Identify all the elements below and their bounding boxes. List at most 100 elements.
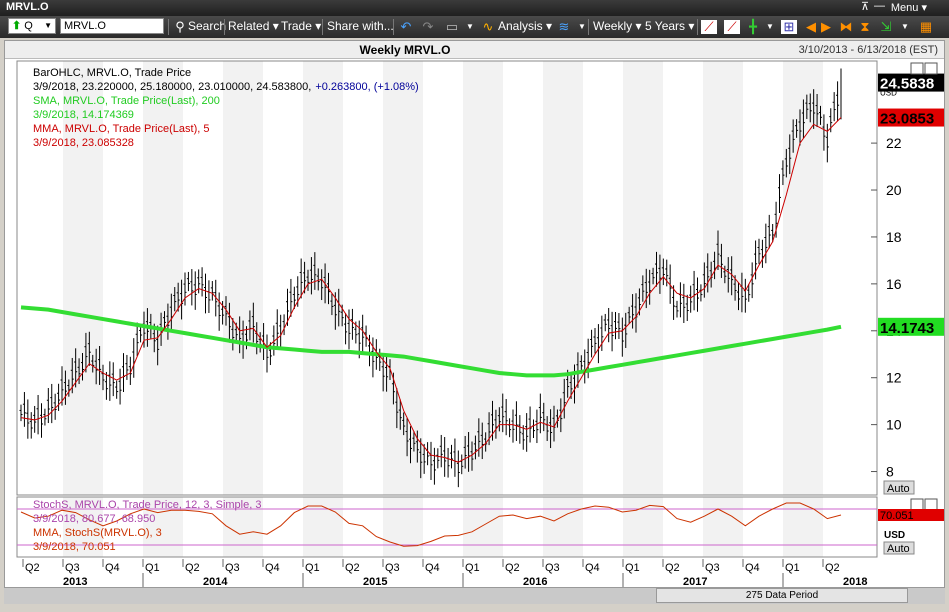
quarter-shade (223, 497, 263, 557)
stoch-mma-name: MMA, StochS(MRVL.O), 3 (33, 527, 162, 539)
mma-line (20, 117, 842, 463)
scroll-left-icon[interactable]: ◀ (806, 19, 816, 34)
quarter-shade (623, 497, 663, 557)
price-currency-label: USD (880, 89, 897, 98)
quarter-shade (223, 61, 263, 495)
chevron-down-icon[interactable]: ▼ (901, 22, 909, 31)
status-bar: 275 Data Period (4, 587, 945, 604)
legend-sma-name: SMA, MRVL.O, Trade Price(Last), 200 (33, 95, 220, 107)
related-button[interactable]: Related ▾ (228, 19, 279, 33)
x-axis-quarter-label: Q1 (625, 562, 640, 574)
legend-bar-values-prefix: 3/9/2018, 23.220000, 25.180000, 23.01000… (33, 81, 311, 93)
quarter-shade (383, 61, 423, 495)
quarter-shade (63, 497, 103, 557)
stoch-close-icon (924, 498, 938, 511)
toolbar: ⬆ Q ▼ MRVL.O ⚲ Search Related ▾ Trade ▾ … (0, 16, 949, 38)
scroll-right-icon[interactable]: ▶ (821, 19, 831, 34)
quarter-shade (143, 61, 183, 495)
redo-icon[interactable]: ↷ (422, 19, 434, 34)
x-axis-quarter-label: Q4 (585, 562, 600, 574)
pin-icon[interactable]: ⊼ (860, 1, 869, 13)
minimize-icon[interactable]: — (874, 0, 885, 12)
x-axis-quarter-label: Q3 (65, 562, 80, 574)
chevron-down-icon[interactable]: ▼ (766, 22, 774, 31)
price-tick-label: 20 (886, 182, 902, 198)
x-axis-quarter-label: Q4 (745, 562, 760, 574)
chart-header: Weekly MRVL.O 3/10/2013 - 6/13/2018 (EST… (5, 41, 944, 59)
chart-title: Weekly MRVL.O (359, 43, 451, 57)
trade-button[interactable]: Trade ▾ (281, 19, 322, 33)
x-axis-year-label: 2018 (843, 576, 867, 588)
analysis-button[interactable]: Analysis ▾ (498, 19, 553, 33)
legend-bar-name: BarOHLC, MRVL.O, Trade Price (33, 67, 191, 79)
period-select[interactable]: 5 Years ▾ (645, 19, 695, 33)
quarter-shade (703, 497, 743, 557)
toolbar-divider (224, 19, 225, 35)
hourglass-icon[interactable]: ⧗ (860, 19, 870, 34)
mma-tag-bg (878, 108, 944, 127)
x-axis-quarter-label: Q2 (25, 562, 40, 574)
chart-canvas[interactable]: 81012141618202224.5838USD23.085314.1743A… (5, 59, 944, 604)
stoch-auto-label: Auto (887, 543, 910, 555)
chevron-down-icon: ▼ (44, 21, 52, 30)
share-button[interactable]: Share with... (327, 19, 394, 33)
data-period-indicator[interactable]: 275 Data Period (656, 588, 908, 603)
search-button[interactable]: Search (188, 19, 227, 33)
x-axis-quarter-label: Q3 (705, 562, 720, 574)
compare-chart-icon[interactable]: ⟋ (724, 20, 740, 34)
price-tick-label: 18 (886, 229, 902, 245)
x-axis-quarter-label: Q4 (105, 562, 120, 574)
x-axis-quarter-label: Q1 (465, 562, 480, 574)
x-axis-year-label: 2013 (63, 576, 87, 588)
line-chart-icon[interactable]: ⟋ (701, 20, 717, 34)
quarter-shade (703, 61, 743, 495)
price-auto-button (883, 480, 915, 495)
search-icon[interactable]: ⚲ (175, 19, 185, 34)
mma-tag: 23.0853 (880, 111, 934, 128)
quarter-shade (63, 61, 103, 495)
crosshair-icon[interactable]: ╋ (749, 19, 757, 34)
chevron-down-icon[interactable]: ▼ (578, 22, 586, 31)
legend-bar-change: +0.263800, (+1.08%) (315, 81, 418, 93)
sma-tag-bg (878, 317, 944, 336)
analysis-label: Analysis (498, 19, 543, 33)
menu-button[interactable]: Menu ▾ (890, 2, 927, 14)
ohlc-bars (19, 81, 840, 488)
expand-icon[interactable]: ⧓ (839, 19, 853, 34)
quarter-shade (543, 497, 583, 557)
stoch-currency-label: USD (884, 530, 905, 541)
export-icon[interactable]: ⇲ (880, 19, 892, 34)
folder-icon[interactable]: ▭ (445, 19, 459, 34)
interval-select[interactable]: Weekly ▾ (593, 19, 642, 33)
x-axis-quarter-label: Q2 (665, 562, 680, 574)
analysis-icon[interactable]: ∿ (482, 19, 494, 34)
price-tick-label: 8 (886, 464, 894, 480)
toolbar-divider (588, 19, 589, 35)
x-axis-quarter-label: Q1 (145, 562, 160, 574)
overlay-icon[interactable]: ≋ (558, 19, 570, 34)
settings-icon[interactable]: ▦ (919, 19, 933, 34)
legend-mma-name: MMA, MRVL.O, Trade Price(Last), 5 (33, 123, 209, 135)
x-axis-quarter-label: Q4 (265, 562, 280, 574)
price-auto-label: Auto (887, 483, 910, 495)
symbol-input[interactable]: MRVL.O (60, 18, 164, 34)
x-axis-quarter-label: Q4 (425, 562, 440, 574)
undo-icon[interactable]: ↶ (400, 19, 412, 34)
zoom-icon[interactable]: ⊞ (781, 20, 797, 34)
panel-close-icon (924, 62, 938, 75)
symbol-type-select[interactable]: ⬆ Q ▼ (8, 18, 56, 34)
toolbar-divider (393, 19, 394, 35)
sma-line (20, 305, 842, 378)
x-axis-quarter-label: Q1 (785, 562, 800, 574)
quarter-shade (143, 497, 183, 557)
chevron-down-icon[interactable]: ▼ (466, 22, 474, 31)
price-tick-label: 10 (886, 417, 902, 433)
x-axis-quarter-label: Q2 (505, 562, 520, 574)
stoch-maximize-icon (910, 498, 924, 511)
quarter-shade (543, 61, 583, 495)
x-axis-quarter-label: Q3 (545, 562, 560, 574)
legend-mma-value: 3/9/2018, 23.085328 (33, 137, 134, 149)
x-axis-quarter-label: Q3 (225, 562, 240, 574)
period-label: 5 Years (645, 19, 686, 33)
x-axis-year-label: 2016 (523, 576, 547, 588)
